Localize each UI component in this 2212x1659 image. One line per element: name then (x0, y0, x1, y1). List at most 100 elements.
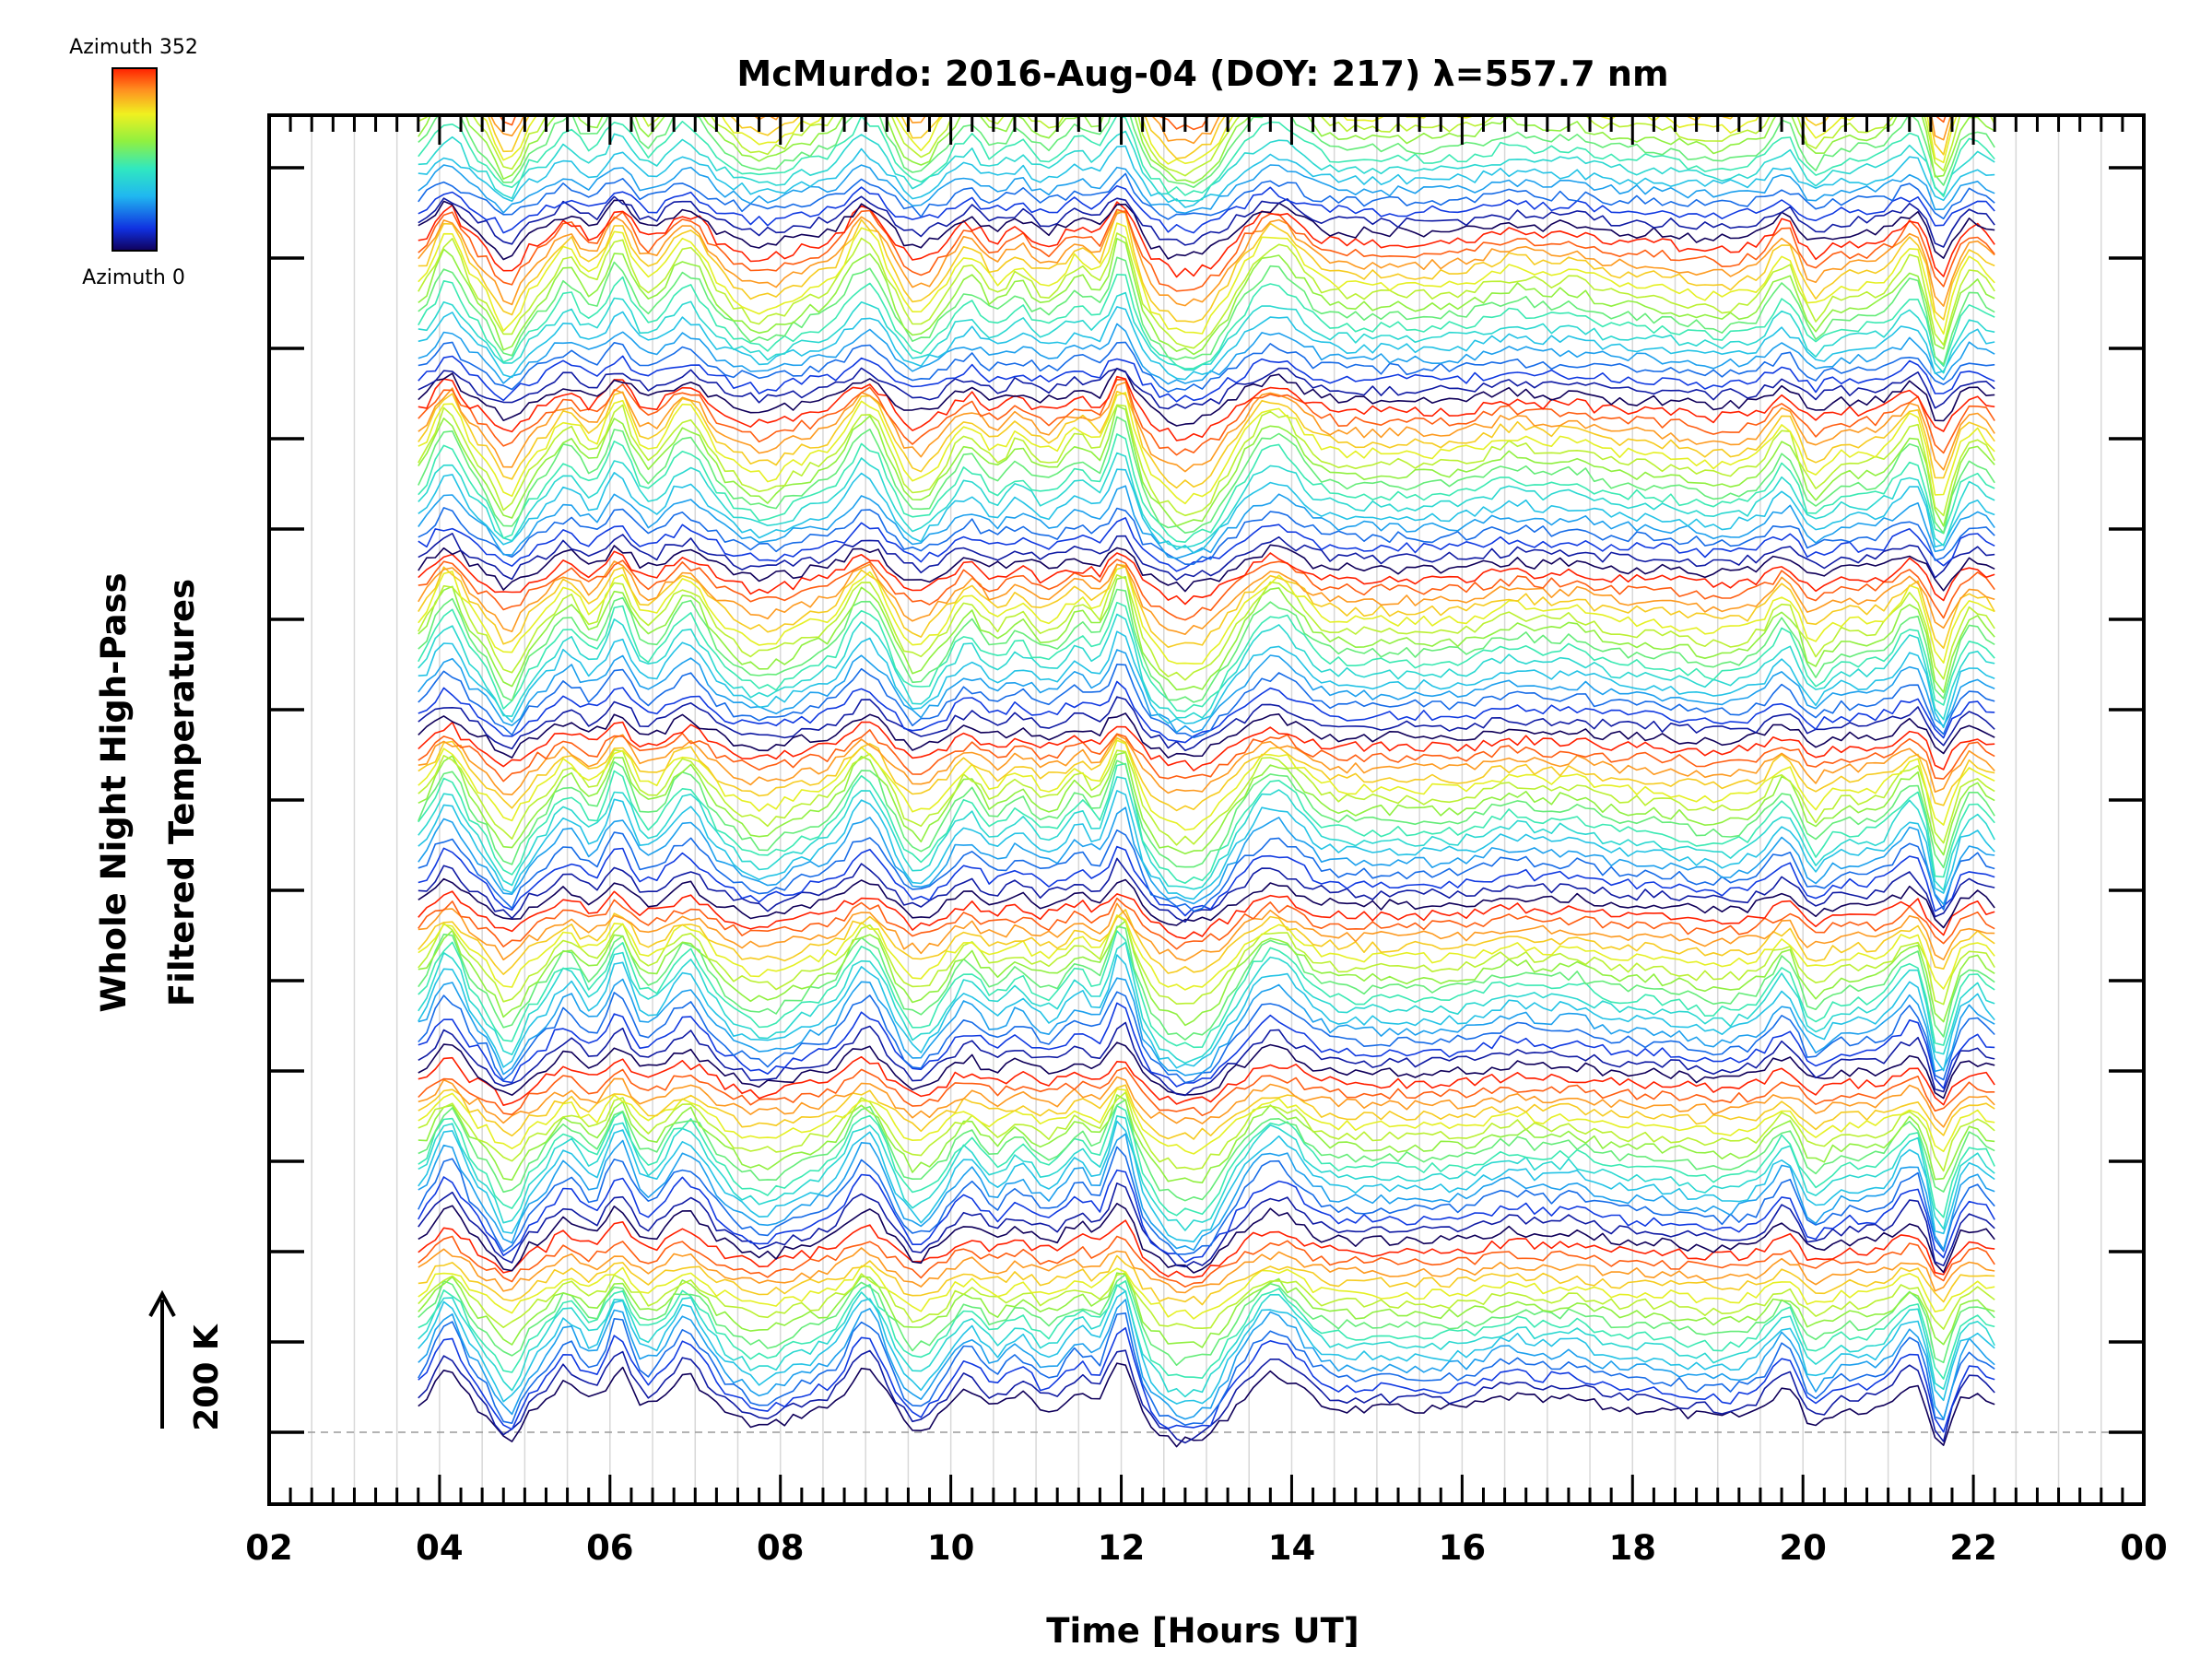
temperature-trace (418, 274, 1995, 370)
temperature-trace (418, 172, 1995, 220)
temperature-trace (418, 1146, 1995, 1255)
temperature-trace (418, 1120, 1995, 1243)
temperature-trace (418, 1182, 1995, 1268)
temperature-trace (418, 563, 1995, 649)
temperature-trace (418, 664, 1995, 738)
temperature-trace (418, 211, 1995, 324)
temperature-trace (418, 613, 1995, 721)
temperature-trace (418, 739, 1995, 831)
temperature-trace (418, 341, 1995, 393)
temperature-trace (418, 806, 1995, 905)
temperature-trace (418, 1274, 1995, 1366)
x-tick-label: 06 (586, 1528, 634, 1568)
temperature-trace (418, 857, 1995, 923)
temperature-trace (418, 877, 1995, 929)
temperature-trace (418, 565, 1995, 665)
temperature-trace (418, 925, 1995, 1041)
x-tick-label: 16 (1439, 1528, 1487, 1568)
temperature-trace (418, 115, 1995, 177)
temperature-trace (418, 130, 1995, 203)
temperature-trace (418, 749, 1995, 846)
temperature-trace (418, 405, 1995, 527)
x-tick-label: 00 (2120, 1528, 2168, 1568)
temperature-trace (418, 452, 1995, 548)
temperature-trace (418, 485, 1995, 559)
temperature-trace (418, 762, 1995, 884)
temperature-trace (418, 1091, 1995, 1172)
temperature-trace (418, 930, 1995, 1049)
temperature-trace (418, 379, 1995, 456)
y-axis-label-line2: Filtered Temperatures (162, 579, 202, 1006)
temperature-trace (418, 729, 1995, 782)
temperature-trace (418, 1284, 1995, 1398)
temperature-trace (418, 1299, 1995, 1420)
temperature-trace (418, 1247, 1995, 1294)
temperature-trace (418, 1002, 1995, 1089)
chart-title: McMurdo: 2016-Aug-04 (DOY: 217) λ=557.7 … (736, 53, 1668, 94)
temperature-trace (418, 829, 1995, 912)
temperature-trace (418, 977, 1995, 1077)
temperature-trace (418, 1094, 1995, 1183)
x-tick-label: 10 (927, 1528, 975, 1568)
colorbar-gradient (112, 67, 158, 252)
temperature-trace (418, 355, 1995, 403)
temperature-trace (418, 991, 1995, 1084)
x-tick-label: 18 (1609, 1528, 1657, 1568)
temperature-trace (418, 381, 1995, 473)
temperature-trace (418, 1254, 1995, 1306)
x-axis-label: Time [Hours UT] (1046, 1611, 1359, 1651)
axis-ticks (267, 115, 2146, 1504)
temperature-trace (418, 199, 1995, 261)
x-tick-label: 02 (245, 1528, 293, 1568)
temperature-trace (418, 559, 1995, 621)
temperature-trace (418, 291, 1995, 374)
temperature-trace (418, 232, 1995, 349)
temperature-trace (418, 184, 1995, 234)
temperature-trace (418, 1076, 1995, 1128)
temperature-trace (418, 696, 1995, 751)
temperature-trace (418, 208, 1995, 292)
temperature-traces (418, 115, 1995, 1448)
temperature-trace (418, 375, 1995, 441)
temperature-trace (418, 367, 1995, 427)
temperature-trace (418, 1272, 1995, 1348)
temperature-trace (418, 574, 1995, 681)
temperature-trace (418, 391, 1995, 489)
temperature-trace (418, 751, 1995, 856)
temperature-trace (418, 468, 1995, 554)
temperature-trace (418, 1021, 1995, 1097)
x-tick-label: 14 (1268, 1528, 1316, 1568)
temperature-trace (418, 1133, 1995, 1252)
temperature-trace (418, 1219, 1995, 1278)
temperature-trace (418, 1280, 1995, 1380)
temperature-trace (418, 145, 1995, 208)
temperature-trace (418, 507, 1995, 565)
temperature-trace (489, 115, 1952, 145)
colorbar-bottom-label: Azimuth 0 (82, 266, 185, 289)
temperature-trace (418, 902, 1995, 961)
temperature-trace (418, 209, 1995, 307)
temperature-trace (418, 201, 1995, 278)
temperature-trace (418, 115, 1995, 188)
x-tick-labels: 02 04 06 08 10 12 14 16 18 20 22 00 (245, 1528, 2168, 1568)
temperature-trace (418, 517, 1995, 572)
temperature-trace (418, 433, 1995, 543)
temperature-trace (418, 416, 1995, 535)
temperature-trace (418, 736, 1995, 812)
temperature-trace (418, 238, 1995, 356)
x-tick-label: 04 (416, 1528, 464, 1568)
temperature-trace (418, 1066, 1995, 1117)
temperature-trace (418, 1115, 1995, 1231)
scale-bar: 200 K (148, 1289, 226, 1431)
temperature-trace (418, 404, 1995, 517)
temperature-trace (418, 1084, 1995, 1140)
temperature-trace (418, 1327, 1995, 1433)
temperature-trace (418, 920, 1995, 1027)
temperature-trace (418, 576, 1995, 693)
temperature-trace (418, 115, 1995, 184)
temperature-trace (418, 1312, 1995, 1426)
temperature-trace (418, 734, 1995, 795)
temperature-trace (418, 1105, 1995, 1218)
temperature-trace (418, 1099, 1995, 1202)
temperature-trace (418, 776, 1995, 891)
